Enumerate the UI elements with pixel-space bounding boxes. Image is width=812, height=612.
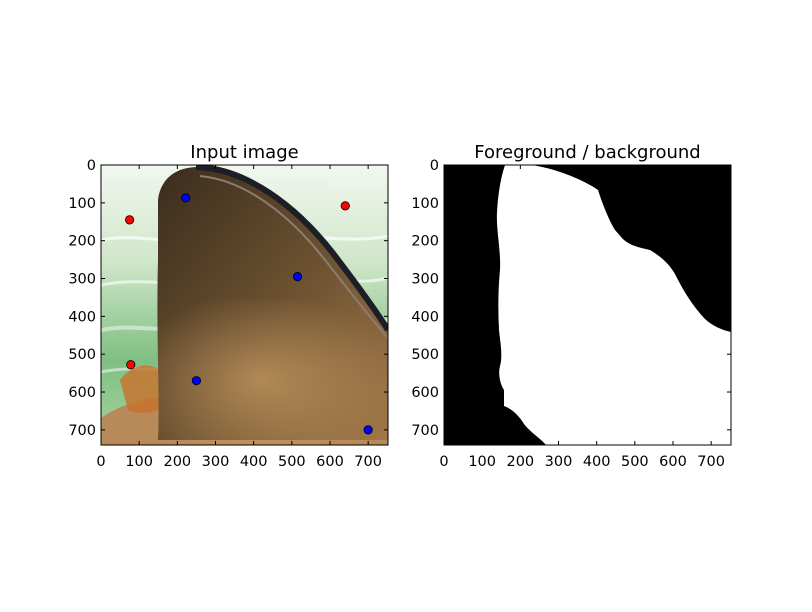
x-tick-label: 100 [468, 454, 496, 470]
mask-foreground-region [496, 165, 731, 445]
foreground-background-title: Foreground / background [474, 142, 700, 163]
x-tick-label: 0 [439, 454, 448, 470]
blue-circle-marker [363, 425, 373, 435]
glare [158, 300, 388, 445]
y-tick-label: 200 [68, 234, 96, 250]
x-tick-label: 600 [659, 454, 687, 470]
y-tick-label: 0 [87, 158, 96, 174]
x-tick-label: 500 [278, 454, 306, 470]
marker-layer [125, 193, 373, 435]
y-tick-label: 100 [411, 196, 439, 212]
foreground-background-panel: 0 100 200 300 400 500 600 700010020030040050060… [411, 142, 732, 470]
y-tick-label: 500 [68, 347, 96, 363]
tick-layer: 0 100 200 300 400 500 600 700010020030040050060… [411, 158, 731, 470]
input-image-title: Input image [190, 142, 298, 163]
mask-image [444, 165, 731, 445]
input-photo: 10/05/2011 [101, 165, 388, 445]
x-tick-label: 600 [316, 454, 344, 470]
y-tick-label: 700 [68, 423, 96, 439]
x-tick-label: 500 [621, 454, 649, 470]
x-tick-label: 400 [583, 454, 611, 470]
blue-circle-marker [191, 376, 202, 386]
red-circle-marker [126, 360, 136, 370]
y-tick-label: 600 [68, 385, 96, 401]
axes-frame [100, 164, 389, 446]
blue-circle-marker [181, 193, 191, 203]
x-tick-label: 300 [202, 454, 230, 470]
x-tick-label: 700 [354, 454, 382, 470]
axes-frame [443, 164, 732, 446]
x-tick-label: 200 [506, 454, 534, 470]
y-tick-label: 400 [411, 309, 439, 325]
y-tick-label: 400 [68, 309, 96, 325]
x-tick-label: 0 [96, 454, 105, 470]
y-tick-label: 100 [68, 196, 96, 212]
y-tick-label: 300 [411, 272, 439, 288]
y-tick-label: 700 [411, 423, 439, 439]
red-circle-marker [125, 215, 135, 225]
x-tick-label: 700 [697, 454, 725, 470]
blue-circle-marker [292, 272, 303, 282]
x-tick-label: 400 [240, 454, 268, 470]
x-tick-label: 200 [163, 454, 191, 470]
y-tick-label: 200 [411, 234, 439, 250]
y-tick-label: 300 [68, 272, 96, 288]
date-stamp: 10/05/2011 [328, 179, 380, 189]
red-circle-marker [340, 201, 350, 211]
x-tick-label: 300 [545, 454, 573, 470]
x-tick-label: 100 [125, 454, 153, 470]
tick-layer: 0 100 200 300 400 500 600 700010020030040050060… [68, 158, 388, 470]
y-tick-label: 600 [411, 385, 439, 401]
y-tick-label: 500 [411, 347, 439, 363]
y-tick-label: 0 [430, 158, 439, 174]
input-image-panel: 10/05/2011 0 100 200 300 400 500 600 7000100200… [68, 142, 389, 470]
